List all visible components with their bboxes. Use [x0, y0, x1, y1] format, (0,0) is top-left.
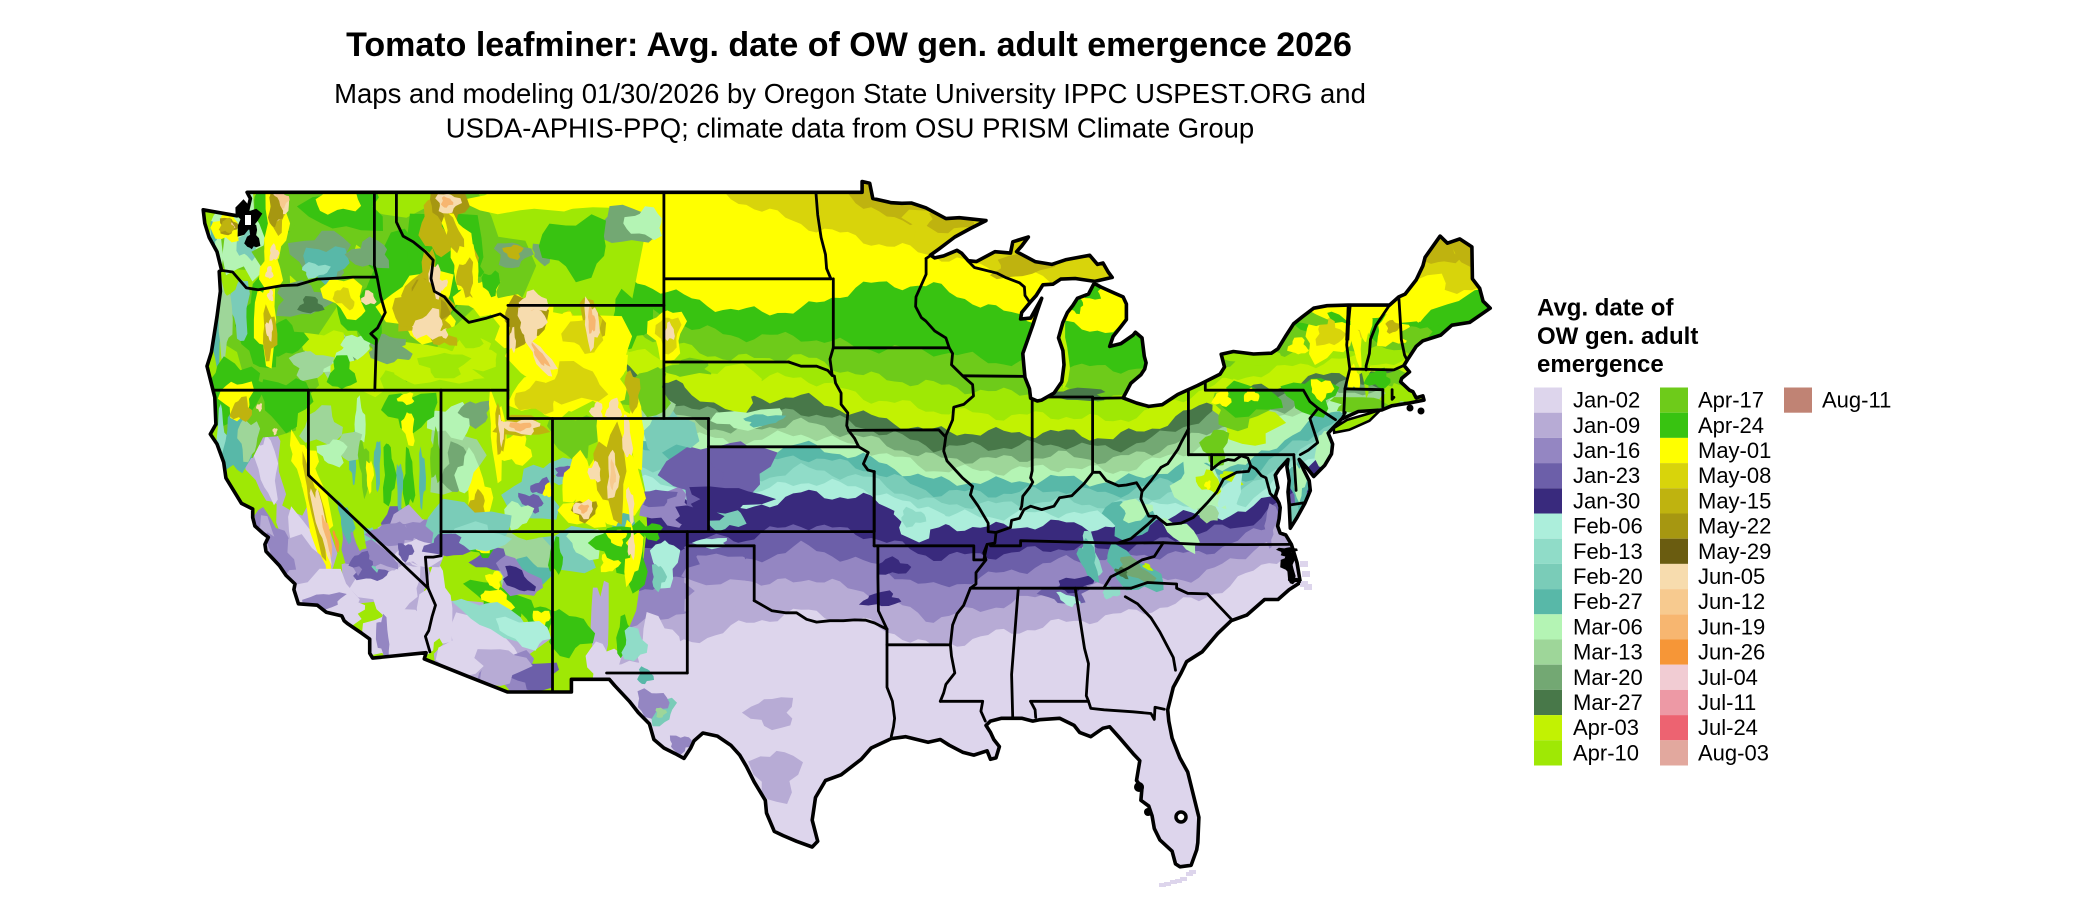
- svg-text:Jun-05: Jun-05: [1698, 564, 1765, 589]
- svg-text:May-08: May-08: [1698, 463, 1771, 488]
- svg-text:Mar-27: Mar-27: [1573, 690, 1643, 715]
- svg-text:Aug-11: Aug-11: [1822, 388, 1891, 413]
- svg-text:Jan-02: Jan-02: [1573, 388, 1640, 413]
- svg-text:Mar-13: Mar-13: [1573, 640, 1643, 665]
- svg-text:Feb-20: Feb-20: [1573, 564, 1643, 589]
- svg-text:Jun-26: Jun-26: [1698, 640, 1765, 665]
- svg-text:Jul-11: Jul-11: [1698, 690, 1756, 715]
- svg-text:May-15: May-15: [1698, 488, 1771, 513]
- svg-text:Jan-16: Jan-16: [1573, 438, 1640, 463]
- svg-text:May-29: May-29: [1698, 539, 1771, 564]
- svg-text:Avg. date of: Avg. date of: [1537, 295, 1674, 322]
- svg-text:USDA-APHIS-PPQ; climate data f: USDA-APHIS-PPQ; climate data from OSU PR…: [446, 113, 1254, 144]
- svg-text:Jan-30: Jan-30: [1573, 488, 1640, 513]
- svg-text:Apr-24: Apr-24: [1698, 413, 1764, 438]
- svg-text:Jul-24: Jul-24: [1698, 715, 1758, 740]
- svg-text:Mar-20: Mar-20: [1573, 665, 1643, 690]
- svg-text:Jan-23: Jan-23: [1573, 463, 1640, 488]
- svg-text:Jun-12: Jun-12: [1698, 589, 1765, 614]
- svg-text:Feb-06: Feb-06: [1573, 514, 1643, 539]
- svg-text:Apr-03: Apr-03: [1573, 715, 1639, 740]
- svg-text:Feb-13: Feb-13: [1573, 539, 1643, 564]
- svg-text:Jan-09: Jan-09: [1573, 413, 1640, 438]
- svg-text:emergence: emergence: [1537, 351, 1664, 378]
- svg-text:Aug-03: Aug-03: [1698, 740, 1769, 765]
- svg-text:May-22: May-22: [1698, 514, 1771, 539]
- svg-text:OW gen. adult: OW gen. adult: [1537, 323, 1698, 350]
- svg-text:Maps and modeling 01/30/2026 b: Maps and modeling 01/30/2026 by Oregon S…: [334, 78, 1366, 109]
- svg-text:Feb-27: Feb-27: [1573, 589, 1643, 614]
- svg-text:Jun-19: Jun-19: [1698, 614, 1765, 639]
- svg-text:Apr-10: Apr-10: [1573, 740, 1639, 765]
- svg-text:Mar-06: Mar-06: [1573, 614, 1643, 639]
- svg-text:Apr-17: Apr-17: [1698, 388, 1764, 413]
- svg-text:May-01: May-01: [1698, 438, 1771, 463]
- svg-text:Tomato leafminer: Avg. date of: Tomato leafminer: Avg. date of OW gen. a…: [346, 26, 1352, 64]
- svg-text:Jul-04: Jul-04: [1698, 665, 1758, 690]
